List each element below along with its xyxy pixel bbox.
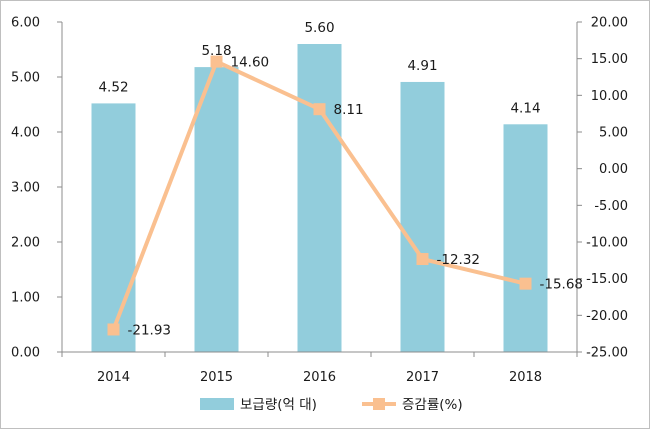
right-tick-label: -20.00 (586, 309, 628, 324)
bar-2014 (91, 103, 136, 353)
bar-value-label: 5.60 (304, 20, 334, 36)
left-tick-label: 1.00 (11, 291, 40, 306)
bar-2016 (297, 44, 342, 352)
data-labels: 4.52 5.18 5.60 4.91 4.14 -21.93 14.60 8.11 -12.3… (98, 20, 583, 338)
bar-series (91, 44, 548, 353)
category-label: 2015 (200, 370, 233, 385)
rate-value-label: -15.68 (540, 277, 584, 293)
rate-value-label: -21.93 (128, 322, 172, 338)
right-tick-label: 0.00 (599, 162, 628, 177)
right-tick-label: -5.00 (594, 199, 628, 214)
category-label: 2014 (97, 370, 130, 385)
right-tick-label: -15.00 (586, 272, 628, 287)
bar-2015 (194, 67, 239, 352)
right-tick-label: 15.00 (591, 52, 628, 67)
left-tick-label: 3.00 (11, 181, 40, 196)
line-series (107, 55, 532, 336)
category-label: 2016 (303, 370, 336, 385)
bar-value-label: 5.18 (201, 43, 231, 59)
right-tick-label: 20.00 (591, 16, 628, 31)
right-tick-label: -25.00 (586, 346, 628, 361)
axes: 0.00 1.00 2.00 3.00 4.00 5.00 6.00 -25.00 -20.00… (11, 16, 628, 386)
rate-marker-2018 (519, 277, 532, 290)
rate-marker-2017 (416, 253, 429, 266)
legend: 보급량(억 대) 증감률(%) (200, 397, 463, 413)
rate-marker-2014 (107, 323, 120, 336)
bar-2018 (503, 124, 548, 352)
bar-value-label: 4.14 (510, 100, 540, 116)
legend-bar-label: 보급량(억 대) (240, 397, 317, 413)
legend-line-label: 증감률(%) (402, 397, 463, 413)
bar-2017 (400, 81, 445, 352)
right-tick-label: -10.00 (586, 236, 628, 251)
left-tick-label: 2.00 (11, 236, 40, 251)
legend-bar-swatch (200, 398, 234, 410)
right-tick-label: 10.00 (591, 89, 628, 104)
left-tick-label: 4.00 (11, 126, 40, 141)
left-tick-label: 6.00 (11, 16, 40, 31)
bar-value-label: 4.52 (98, 79, 128, 95)
left-tick-label: 0.00 (11, 346, 40, 361)
category-label: 2017 (406, 370, 439, 385)
left-tick-label: 5.00 (11, 71, 40, 86)
category-label: 2018 (509, 370, 542, 385)
right-tick-label: 5.00 (599, 126, 628, 141)
rate-marker-2015 (210, 55, 223, 68)
rate-value-label: 14.60 (231, 55, 270, 71)
rate-value-label: -12.32 (437, 252, 481, 268)
rate-value-label: 8.11 (334, 102, 364, 118)
bar-value-label: 4.91 (407, 58, 437, 74)
legend-line-marker (373, 398, 385, 410)
rate-marker-2016 (313, 103, 326, 116)
